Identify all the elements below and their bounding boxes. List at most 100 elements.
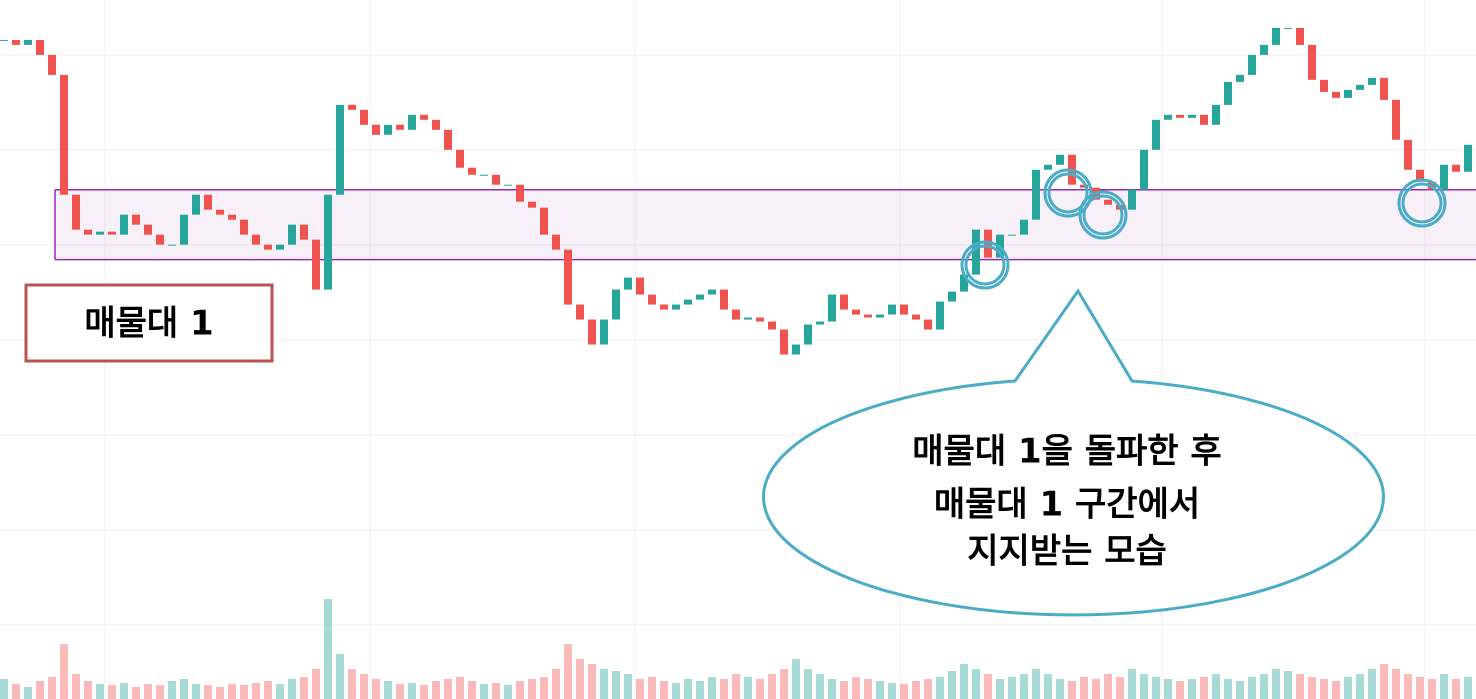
volume-bar <box>132 687 140 699</box>
volume-bar <box>192 684 200 699</box>
candle <box>876 314 884 318</box>
candle <box>1296 27 1304 45</box>
volume-bar <box>912 681 920 699</box>
candle <box>1104 199 1112 205</box>
candle <box>1236 74 1244 82</box>
volume-bar <box>516 681 524 699</box>
candle <box>96 231 104 235</box>
circle <box>960 240 1010 290</box>
volume-bar <box>468 681 476 699</box>
volume-bar <box>168 681 176 699</box>
volume-bar <box>1176 681 1184 699</box>
volume-bar <box>708 677 716 699</box>
candle <box>624 277 632 290</box>
candle <box>1380 77 1388 100</box>
circle <box>1078 190 1128 240</box>
candle <box>516 184 524 202</box>
volume-bar <box>60 644 68 699</box>
candle <box>1440 164 1448 190</box>
candle <box>1140 149 1148 190</box>
volume-bar <box>1272 669 1280 699</box>
volume-bar <box>1248 677 1256 699</box>
candle <box>1332 91 1340 98</box>
volume-bar <box>528 679 536 699</box>
volume-bar <box>504 685 512 699</box>
candle <box>744 317 752 320</box>
volume-bar <box>732 674 740 699</box>
candle <box>372 124 380 135</box>
candle <box>312 239 320 290</box>
volume-bar <box>984 674 992 699</box>
volume-bar <box>1320 679 1328 699</box>
candle <box>900 304 908 315</box>
volume-bar <box>264 681 272 699</box>
volume-bar <box>252 683 260 699</box>
candle <box>1212 104 1220 125</box>
candle <box>1404 139 1412 170</box>
candle <box>180 214 188 245</box>
volume-bar <box>1344 677 1352 699</box>
volume-bar <box>24 687 32 699</box>
volume-bar <box>864 679 872 699</box>
volume-bar <box>1356 674 1364 699</box>
candle <box>1080 184 1088 188</box>
volume-bar <box>300 677 308 699</box>
candle <box>36 39 44 55</box>
candle <box>12 39 20 45</box>
circle <box>1401 182 1443 224</box>
candle <box>1464 144 1472 172</box>
candle <box>840 294 848 310</box>
volume-bar <box>552 669 560 699</box>
candle <box>1344 89 1352 98</box>
candle <box>1284 27 1292 29</box>
candle <box>816 321 824 325</box>
volume-bar <box>240 685 248 699</box>
candle <box>144 224 152 235</box>
volume-bar <box>660 681 668 699</box>
candle <box>672 304 680 310</box>
volume-bar <box>108 685 116 699</box>
volume-bar <box>996 679 1004 699</box>
candle <box>600 319 608 345</box>
zone-label: 매물대 1 <box>84 304 213 344</box>
candle <box>468 167 476 175</box>
volume-bar <box>792 659 800 699</box>
candle <box>828 294 836 322</box>
volume-bar <box>1032 669 1040 699</box>
volume-bar <box>672 683 680 699</box>
candle <box>204 194 212 210</box>
candle <box>528 201 536 208</box>
candle <box>852 309 860 315</box>
volume-bar <box>204 685 212 699</box>
candle <box>864 314 872 318</box>
volume-bar <box>684 679 692 699</box>
volume-bar <box>1368 669 1376 699</box>
candle <box>132 214 140 225</box>
volume-bar <box>120 683 128 699</box>
volume-bar <box>384 681 392 699</box>
zone-label-box <box>24 283 274 363</box>
candle <box>300 224 308 240</box>
volume-bar <box>1428 679 1436 699</box>
candle <box>576 304 584 320</box>
volume-bar <box>84 681 92 699</box>
volume-bar <box>1260 674 1268 699</box>
candle <box>288 224 296 245</box>
candle <box>768 321 776 330</box>
volume-bar <box>852 677 860 699</box>
candle <box>1224 81 1232 105</box>
candle <box>492 174 500 185</box>
candle <box>756 317 764 322</box>
candle <box>504 184 512 186</box>
volume-bar <box>276 684 284 699</box>
candle <box>936 301 944 330</box>
volume-bar <box>564 644 572 699</box>
candle <box>660 304 668 310</box>
candle <box>1152 119 1160 150</box>
candle <box>276 244 284 250</box>
volume-bar <box>948 671 956 699</box>
volume-bar <box>804 669 812 699</box>
volume-bar <box>96 684 104 699</box>
candle <box>1260 44 1268 55</box>
volume-bar <box>1164 679 1172 699</box>
